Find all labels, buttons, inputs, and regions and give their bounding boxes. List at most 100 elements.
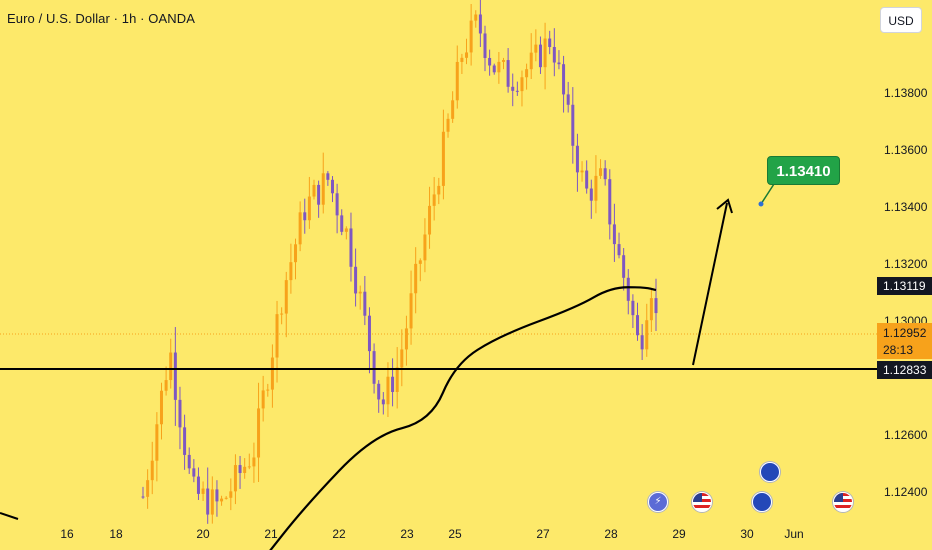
price-tick: 1.13600 <box>884 143 928 157</box>
candle-body <box>220 498 224 502</box>
eu-flag-icon[interactable] <box>760 462 780 482</box>
candle-body <box>511 86 515 91</box>
price-tick: 1.13800 <box>884 86 928 100</box>
candle-body <box>649 298 653 321</box>
date-tick: 30 <box>740 527 754 541</box>
candle-body <box>626 277 630 301</box>
candle-body <box>400 349 404 368</box>
target-anchor-dot <box>758 201 764 207</box>
candle-body <box>303 212 307 221</box>
candlesticks <box>141 0 658 524</box>
date-tick: 23 <box>400 527 414 541</box>
candle-body <box>141 496 145 498</box>
candle-body <box>257 408 261 458</box>
candle-body <box>238 465 242 474</box>
candle-body <box>409 293 413 329</box>
candle-body <box>159 390 163 425</box>
left-ma-stub <box>0 512 19 520</box>
target-price-callout[interactable]: 1.13410 <box>767 156 840 185</box>
candle-body <box>548 38 552 48</box>
projection-arrow-line[interactable] <box>692 202 728 366</box>
symbol-title[interactable]: Euro / U.S. Dollar · 1h · OANDA <box>7 11 196 26</box>
candle-body <box>585 170 589 189</box>
candle-body <box>377 383 381 400</box>
moving-average-price-label: 1.13119 <box>877 277 932 295</box>
candle-body <box>252 457 256 467</box>
us-flag-icon[interactable] <box>692 492 712 512</box>
candle-body <box>423 234 427 261</box>
candle-body <box>492 65 496 73</box>
candle-body <box>206 488 210 515</box>
date-tick: 25 <box>448 527 462 541</box>
candle-body <box>589 188 593 201</box>
candle-body <box>335 193 339 216</box>
candle-body <box>441 131 445 186</box>
candle-body <box>529 52 533 70</box>
date-tick: 18 <box>109 527 123 541</box>
candle-body <box>196 476 200 494</box>
candle-body <box>169 352 173 381</box>
candle-body <box>654 298 658 314</box>
candle-body <box>566 94 570 105</box>
candle-body <box>478 14 482 34</box>
candle-body <box>640 335 644 350</box>
eu-flag-icon[interactable] <box>752 492 772 512</box>
date-tick: 29 <box>672 527 686 541</box>
candle-body <box>187 454 191 469</box>
candle-body <box>275 314 279 358</box>
candle-body <box>363 291 367 316</box>
support-price-label: 1.12833 <box>877 361 932 379</box>
us-flag-icon[interactable] <box>833 492 853 512</box>
candle-body <box>562 64 566 95</box>
current-price-value: 1.12952 <box>883 326 927 340</box>
target-callout-pointer <box>760 183 775 205</box>
candle-body <box>224 497 228 499</box>
candle-body <box>164 380 168 391</box>
candle-body <box>284 280 288 314</box>
price-tick: 1.12400 <box>884 485 928 499</box>
candle-body <box>622 255 626 278</box>
candle-body <box>483 33 487 58</box>
candle-body <box>326 173 330 180</box>
candle-body <box>571 104 575 146</box>
date-tick: 28 <box>604 527 618 541</box>
candle-body <box>501 60 505 62</box>
candle-body <box>312 184 316 197</box>
candle-body <box>307 196 311 221</box>
candle-body <box>261 390 265 409</box>
candle-body <box>515 90 519 92</box>
candle-body <box>520 77 524 92</box>
candle-body <box>270 357 274 390</box>
candle-body <box>631 300 635 316</box>
candle-body <box>460 57 464 62</box>
candle-body <box>446 118 450 132</box>
candle-body <box>575 145 579 173</box>
candle-body <box>146 480 150 497</box>
candle-body <box>178 399 182 428</box>
candle-body <box>645 320 649 350</box>
currency-button[interactable]: USD <box>880 7 922 33</box>
date-tick: 22 <box>332 527 346 541</box>
candle-body <box>428 205 432 235</box>
candle-body <box>173 352 177 400</box>
candle-body <box>465 52 469 58</box>
candle-body <box>414 263 418 294</box>
candle-body <box>534 44 538 53</box>
candle-body <box>317 184 321 205</box>
candle-body <box>340 215 344 232</box>
flash-icon[interactable]: ⚡ <box>648 492 668 512</box>
price-tick: 1.13400 <box>884 200 928 214</box>
current-price-label: 1.12952 28:13 <box>877 323 932 359</box>
candle-body <box>552 47 556 63</box>
candle-body <box>469 20 473 53</box>
candle-body <box>381 399 385 405</box>
candle-body <box>233 465 237 492</box>
candle-body <box>506 60 510 87</box>
candle-body <box>608 179 612 225</box>
candle-body <box>557 62 561 65</box>
date-tick: 20 <box>196 527 210 541</box>
candle-body <box>243 466 247 474</box>
date-tick: 16 <box>60 527 74 541</box>
candle-body <box>321 173 325 205</box>
